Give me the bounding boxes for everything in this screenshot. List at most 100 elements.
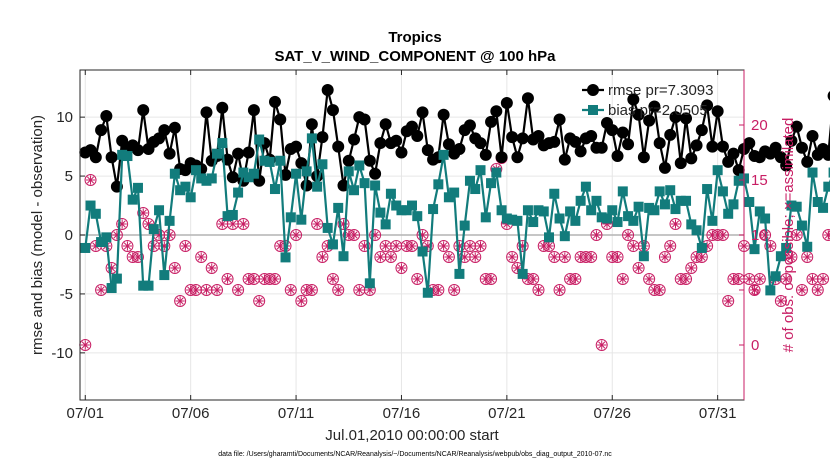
obs-assimilated-marker [612, 252, 623, 262]
obs-possible-marker [590, 229, 603, 241]
bias-point [781, 242, 792, 253]
obs-possible-marker [785, 251, 798, 263]
obs-assimilated-marker [449, 285, 459, 295]
rmse-point [200, 106, 213, 119]
obs-possible-marker [748, 284, 761, 296]
bias-point [512, 215, 523, 226]
obs-assimilated-marker [528, 274, 538, 284]
rmse-point [511, 151, 524, 164]
obs-assimilated-marker [396, 263, 407, 273]
obs-assimilated-marker [744, 274, 754, 284]
obs-possible-marker [205, 262, 218, 274]
rmse-point [168, 121, 181, 134]
bias-point [765, 285, 776, 296]
rmse-point [416, 106, 429, 119]
obs-possible-marker [622, 229, 635, 241]
obs-possible-marker [116, 218, 129, 230]
rmse-point [611, 150, 624, 163]
obs-assimilated-marker [823, 230, 830, 240]
bias-point [312, 181, 323, 192]
obs-assimilated-marker [718, 230, 728, 240]
rmse-point [100, 109, 113, 122]
obs-assimilated-marker [270, 274, 280, 284]
rmse-point [216, 101, 229, 114]
rmse-point [395, 146, 408, 159]
rmse-point [521, 92, 534, 105]
rmse-point [137, 104, 150, 117]
obs-possible-marker [658, 251, 671, 263]
obs-assimilated-marker [80, 340, 90, 350]
obs-possible-marker [558, 251, 571, 263]
rmse-point [358, 113, 371, 126]
bias-point [554, 213, 565, 224]
obs-assimilated-marker [302, 285, 312, 295]
bias-point [285, 212, 296, 223]
obs-possible-marker [232, 284, 245, 296]
bias-point [111, 273, 122, 284]
obs-assimilated-marker [349, 230, 359, 240]
bias-point [464, 175, 475, 186]
obs-assimilated-marker [623, 230, 633, 240]
bias-point [90, 208, 101, 219]
obs-assimilated-marker [697, 252, 707, 262]
x-tick-label: 07/21 [488, 405, 526, 422]
rmse-point [569, 135, 582, 148]
obs-possible-marker [442, 251, 455, 263]
obs-possible-marker [437, 240, 450, 252]
bias-point [517, 268, 528, 279]
obs-assimilated-marker [734, 274, 744, 284]
obs-possible-marker [326, 273, 339, 285]
obs-assimilated-marker [85, 175, 96, 185]
obs-assimilated-marker [128, 252, 138, 262]
bias-point [291, 168, 302, 179]
rmse-point [637, 151, 650, 164]
obs-assimilated-marker [728, 274, 739, 284]
rmse-point [474, 137, 487, 150]
bias-point [449, 187, 460, 198]
bias-point [333, 202, 344, 213]
obs-possible-marker [643, 273, 656, 285]
bias-point [80, 242, 91, 253]
rmse-point [632, 108, 645, 121]
obs-assimilated-marker [670, 219, 681, 229]
bias-point [818, 202, 829, 213]
bias-point [338, 251, 349, 262]
rmse-point [801, 155, 814, 168]
obs-possible-marker [532, 284, 545, 296]
obs-assimilated-marker [291, 230, 301, 240]
bias-point [654, 186, 665, 197]
obs-assimilated-marker [681, 274, 691, 284]
bias-point [428, 204, 439, 215]
rmse-point [806, 130, 819, 142]
rmse-point [790, 120, 803, 133]
bias-point [122, 151, 133, 162]
rmse-point [674, 157, 687, 170]
obs-assimilated-marker [122, 241, 133, 251]
bias-point [638, 251, 649, 262]
y-left-tick-label: 5 [65, 168, 73, 185]
obs-possible-marker [174, 295, 187, 307]
bias-point [770, 271, 781, 282]
obs-assimilated-marker [407, 241, 417, 251]
obs-possible-marker [211, 284, 224, 296]
rmse-point [500, 97, 513, 109]
rmse-point [690, 139, 703, 152]
obs-assimilated-marker [312, 219, 322, 229]
obs-assimilated-marker [196, 252, 206, 262]
obs-possible-marker [664, 240, 677, 252]
obs-assimilated-marker [375, 252, 385, 262]
obs-assimilated-marker [533, 285, 544, 295]
obs-possible-marker [284, 284, 297, 296]
obs-possible-marker [311, 218, 324, 230]
obs-possible-marker [790, 229, 803, 241]
bias-point [491, 167, 502, 178]
obs-assimilated-marker [554, 285, 565, 295]
obs-possible-marker [237, 218, 250, 230]
rmse-point [506, 131, 519, 144]
bias-point [217, 138, 228, 149]
rmse-point [321, 84, 334, 97]
obs-assimilated-marker [170, 263, 180, 273]
obs-possible-marker [780, 273, 793, 285]
